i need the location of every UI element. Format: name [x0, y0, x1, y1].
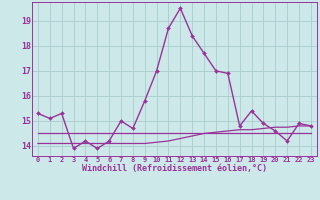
- X-axis label: Windchill (Refroidissement éolien,°C): Windchill (Refroidissement éolien,°C): [82, 164, 267, 173]
